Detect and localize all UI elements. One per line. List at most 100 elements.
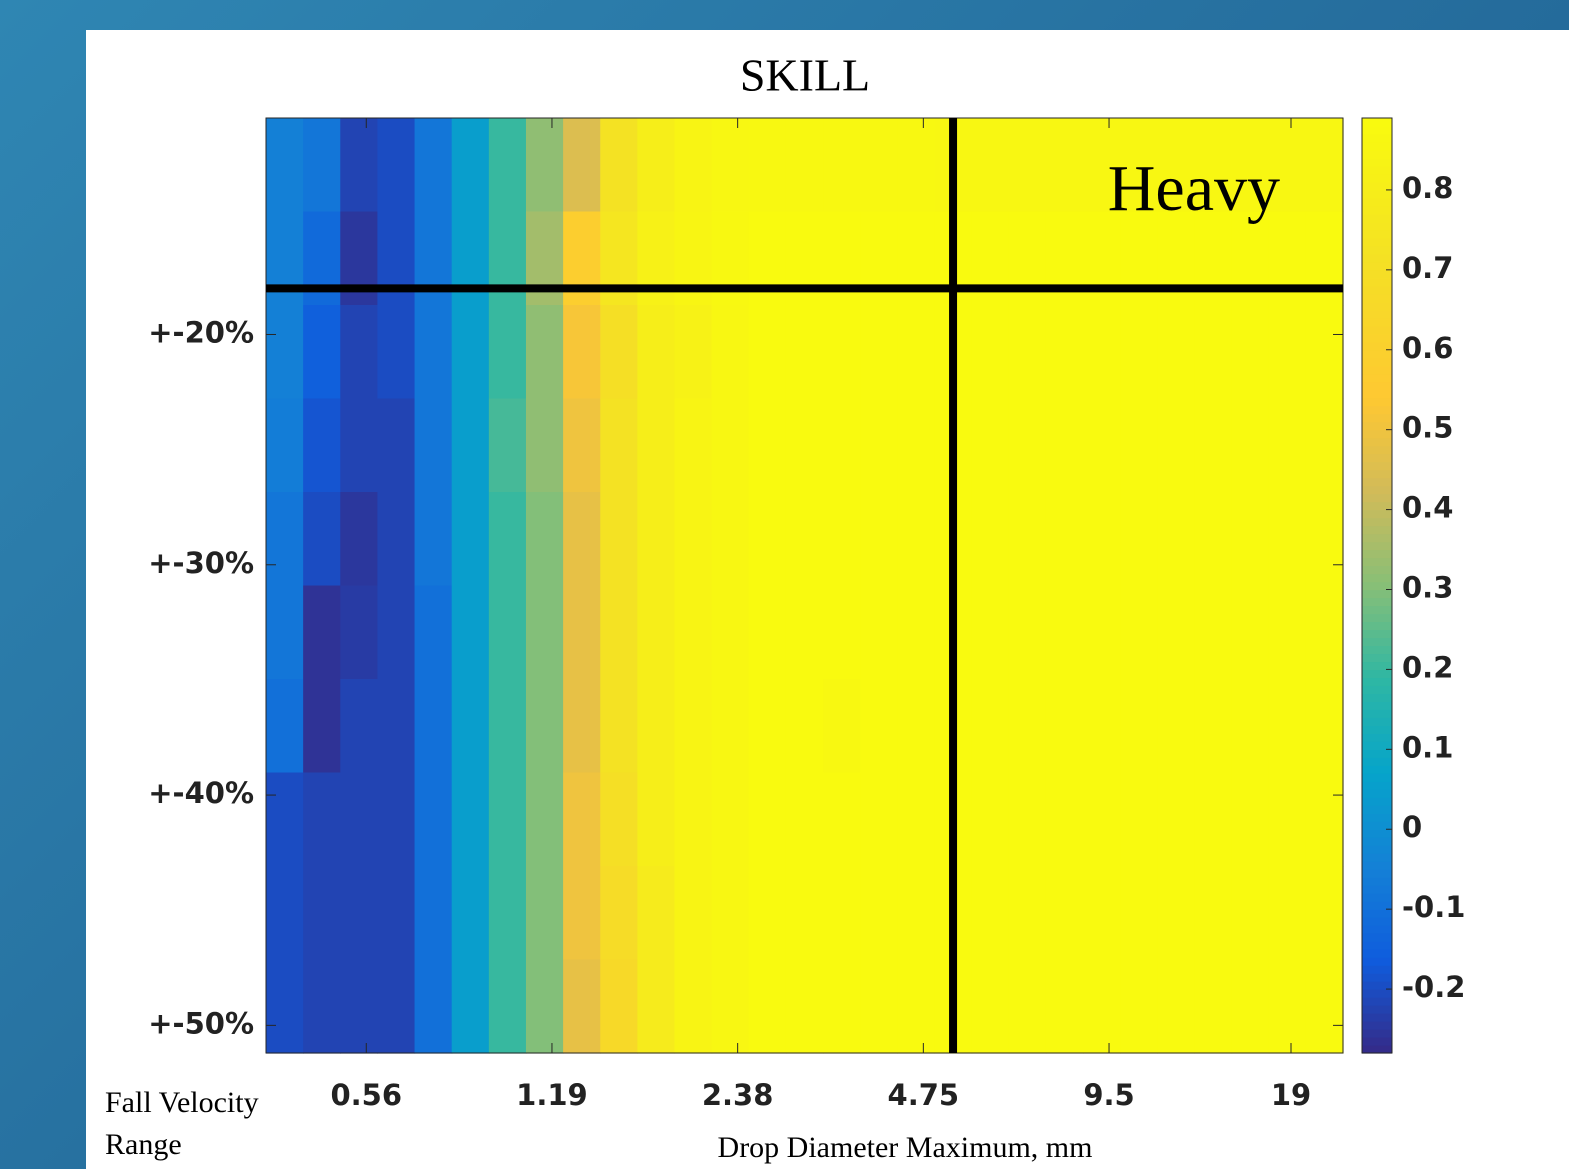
colorbar-slice (1362, 213, 1392, 223)
heatmap-cell (823, 585, 861, 680)
heatmap-cell (1120, 305, 1158, 400)
heatmap-cell (971, 398, 1010, 493)
colorbar-slice (1362, 925, 1392, 934)
colorbar-slice (1362, 325, 1392, 335)
colorbar-slice (1362, 797, 1392, 806)
heatmap-cell (1008, 772, 1047, 867)
heatmap-cell (488, 118, 527, 213)
heatmap-cell (1120, 679, 1158, 774)
colorbar-slice (1362, 677, 1392, 686)
heatmap-cell (525, 772, 564, 867)
plot-frame (265, 117, 1344, 1054)
heatmap-cell (340, 305, 379, 400)
heatmap-cell (785, 398, 824, 493)
heatmap-cell (823, 679, 861, 774)
heatmap-cell (451, 118, 490, 213)
colorbar-slice (1362, 973, 1392, 982)
heatmap-cell (1157, 398, 1196, 493)
colorbar-slice (1362, 821, 1392, 830)
colorbar-tick-label: 0.4 (1402, 491, 1453, 525)
heatmap-cell (1231, 772, 1270, 867)
heatmap-cell (1194, 398, 1233, 493)
colorbar-slice (1362, 245, 1392, 255)
heatmap-cell (1231, 585, 1270, 680)
heatmap-cell (303, 492, 341, 587)
colorbar-slice (1362, 661, 1392, 671)
heatmap-cell (860, 772, 898, 867)
heatmap-cell (377, 118, 416, 213)
heatmap-cell (600, 492, 638, 587)
heatmap-cell (451, 772, 490, 867)
colorbar-slice (1362, 781, 1392, 790)
heatmap-cell (1083, 959, 1121, 1054)
heatmap-cell (860, 679, 898, 774)
heatmap-cell (1045, 398, 1084, 493)
heatmap-cell (377, 959, 416, 1054)
heatmap-cell (414, 305, 453, 400)
heatmap-cell (1305, 492, 1344, 587)
colorbar-slice (1362, 405, 1392, 415)
colorbar-slice (1362, 909, 1392, 918)
heatmap-cell (971, 959, 1010, 1054)
heatmap-cell (525, 305, 564, 400)
colorbar-slice (1362, 773, 1392, 782)
colorbar-slice (1362, 893, 1392, 902)
heatmap-cell (414, 772, 453, 867)
heatmap-cell (637, 679, 676, 774)
heatmap-cell (600, 679, 638, 774)
heatmap-cell (1268, 492, 1307, 587)
heatmap-cell (785, 492, 824, 587)
heatmap-cell (1305, 585, 1344, 680)
colorbar-slice (1362, 445, 1392, 455)
heatmap-cell (1305, 959, 1344, 1054)
y-tick-label: +-30% (148, 546, 254, 580)
heatmap-cell (488, 679, 527, 774)
heatmap-cell (451, 398, 490, 493)
y-tick-label: +-20% (148, 315, 254, 349)
heatmap-cell (860, 118, 898, 213)
colorbar-slice (1362, 1021, 1392, 1030)
heatmap-cell (1083, 866, 1121, 961)
colorbar-slice (1362, 757, 1392, 766)
x-tick-label: 19 (1271, 1078, 1311, 1112)
heatmap-cell (860, 585, 898, 680)
heatmap-cell (860, 305, 898, 400)
heatmap-cell (637, 492, 676, 587)
heatmap-cell (748, 398, 787, 493)
colorbar-slice (1362, 141, 1392, 151)
heatmap-cell (971, 585, 1010, 680)
colorbar-slice (1362, 565, 1392, 575)
colorbar-tick-label: 0 (1402, 810, 1422, 844)
heatmap-cell (897, 305, 936, 400)
heatmap-cell (971, 679, 1010, 774)
colorbar-slice (1362, 813, 1392, 822)
heatmap-cell (488, 492, 527, 587)
heatmap-cell (1194, 772, 1233, 867)
heatmap-cell (377, 585, 416, 680)
heatmap-cell (823, 305, 861, 400)
heatmap-cell (377, 305, 416, 400)
heatmap-cell (600, 585, 638, 680)
heatmap-cell (674, 866, 713, 961)
heatmap-cell (340, 866, 379, 961)
colorbar-slice (1362, 269, 1392, 279)
colorbar-slice (1362, 629, 1392, 639)
colorbar-tick-label: 0.3 (1402, 570, 1453, 604)
colorbar-slice (1362, 1037, 1392, 1046)
colorbar-slice (1362, 429, 1392, 439)
heatmap-cell (860, 959, 898, 1054)
heatmap-cell (377, 772, 416, 867)
heatmap-cell (340, 772, 379, 867)
heatmap-cell (600, 772, 638, 867)
heatmap-cell (1045, 118, 1084, 213)
x-tick-label: 4.75 (888, 1078, 960, 1112)
heatmap-cell (860, 398, 898, 493)
colorbar-slice (1362, 685, 1392, 694)
colorbar-slice (1362, 949, 1392, 958)
heatmap-cell (563, 772, 601, 867)
colorbar-slice (1362, 917, 1392, 926)
heatmap-cell (637, 772, 676, 867)
x-tick-label: 2.38 (702, 1078, 774, 1112)
heatmap-cell (266, 398, 304, 493)
heatmap-cell (711, 679, 750, 774)
